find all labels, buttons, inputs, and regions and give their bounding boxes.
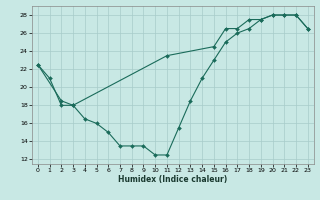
X-axis label: Humidex (Indice chaleur): Humidex (Indice chaleur) bbox=[118, 175, 228, 184]
